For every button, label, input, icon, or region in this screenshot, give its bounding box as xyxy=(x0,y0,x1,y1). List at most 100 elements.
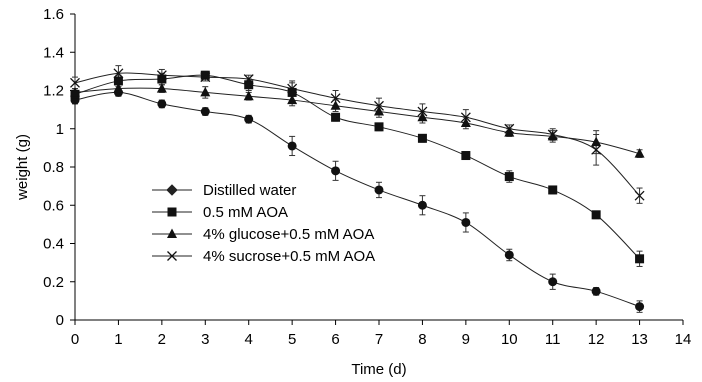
x-tick-label: 8 xyxy=(418,331,426,348)
data-point xyxy=(113,68,124,79)
markers xyxy=(70,68,645,312)
y-tick-label: 1.6 xyxy=(43,6,64,23)
data-point xyxy=(113,83,124,93)
data-point xyxy=(504,127,515,137)
x-tick-label: 10 xyxy=(501,331,518,348)
data-point xyxy=(461,217,471,227)
x-marker-stroke xyxy=(547,129,558,140)
axes xyxy=(74,14,683,321)
y-tick-label: 0.6 xyxy=(43,197,64,214)
data-point xyxy=(157,99,167,109)
x-tick-label: 9 xyxy=(462,331,470,348)
data-point xyxy=(374,100,384,111)
y-tick-label: 1.4 xyxy=(43,44,64,61)
y-tick-label: 1 xyxy=(56,121,64,138)
data-point xyxy=(504,250,514,260)
x-axis-title: Time (d) xyxy=(351,361,406,378)
data-point xyxy=(548,277,558,287)
data-point xyxy=(504,123,515,134)
legend-label: 0.5 mM AOA xyxy=(203,204,288,221)
x-marker-stroke xyxy=(287,83,298,94)
data-point xyxy=(70,77,80,88)
data-point xyxy=(156,70,167,81)
legend-item: 4% sucrose+0.5 mM AOA xyxy=(152,248,375,265)
legend-label: 4% glucose+0.5 mM AOA xyxy=(203,226,374,243)
x-tick-label: 5 xyxy=(288,331,296,348)
data-point xyxy=(287,83,298,94)
data-point xyxy=(70,86,80,97)
x-marker-stroke xyxy=(200,72,211,83)
y-tick-label: 1.2 xyxy=(43,83,64,100)
x-marker-stroke xyxy=(417,106,428,117)
data-point xyxy=(591,144,602,155)
data-point xyxy=(591,286,601,296)
data-point xyxy=(635,254,645,264)
legend-marker xyxy=(166,184,178,196)
data-point xyxy=(287,141,297,151)
data-point xyxy=(156,83,167,93)
data-point xyxy=(591,210,601,220)
data-point xyxy=(331,112,341,122)
x-tick-label: 1 xyxy=(114,331,122,348)
y-tick-label: 0.2 xyxy=(43,274,64,291)
x-tick-label: 7 xyxy=(375,331,383,348)
data-point xyxy=(461,151,471,161)
data-point xyxy=(200,86,211,97)
data-point xyxy=(374,122,384,132)
data-point xyxy=(330,100,341,110)
data-point xyxy=(548,185,558,195)
legend-marker xyxy=(167,228,177,238)
x-marker-stroke xyxy=(634,190,645,201)
data-point xyxy=(331,166,341,176)
y-tick-label: 0 xyxy=(56,312,64,329)
legend-item: 4% glucose+0.5 mM AOA xyxy=(152,226,374,243)
data-point xyxy=(287,94,298,105)
data-point xyxy=(243,74,254,84)
data-point xyxy=(157,74,167,84)
x-tick-label: 4 xyxy=(245,331,253,348)
data-point xyxy=(374,185,384,195)
legend-label: 4% sucrose+0.5 mM AOA xyxy=(203,248,375,265)
legend-marker xyxy=(167,207,177,217)
data-point xyxy=(113,76,123,86)
data-point xyxy=(460,112,471,123)
y-ticks: 0 0.2 0.4 0.6 0.8 1 1.2 1.4 1.6 xyxy=(43,6,75,329)
data-point xyxy=(330,93,341,104)
legend: Distilled water 0.5 mM AOA 4% glucose+0.5 … xyxy=(152,182,375,265)
data-point xyxy=(417,133,427,143)
x-marker-stroke xyxy=(591,144,602,155)
data-point xyxy=(243,90,254,101)
data-point xyxy=(200,70,210,80)
data-point xyxy=(374,106,384,116)
x-marker-stroke xyxy=(330,93,341,104)
x-tick-label: 3 xyxy=(201,331,209,348)
data-point xyxy=(634,148,645,158)
data-point xyxy=(417,200,427,210)
x-tick-label: 12 xyxy=(588,331,605,348)
x-marker-stroke xyxy=(460,112,471,123)
x-ticks: 0 1 2 3 4 5 6 7 8 9 10 11 12 13 14 xyxy=(71,320,692,348)
x-tick-label: 14 xyxy=(675,331,692,348)
x-marker-stroke xyxy=(167,251,177,261)
y-axis-title: weight (g) xyxy=(14,134,31,201)
x-marker-stroke xyxy=(70,77,80,88)
data-point xyxy=(244,80,254,90)
x-marker-stroke xyxy=(156,70,167,81)
x-marker-stroke xyxy=(504,123,515,134)
data-point xyxy=(200,72,211,83)
legend-item: Distilled water xyxy=(152,182,296,199)
legend-label: Distilled water xyxy=(203,182,296,199)
data-point xyxy=(547,130,558,141)
series-line-2 xyxy=(74,87,640,155)
data-point xyxy=(634,190,645,201)
data-point xyxy=(504,172,514,182)
x-tick-label: 0 xyxy=(71,331,79,348)
data-point xyxy=(200,107,210,117)
x-tick-label: 11 xyxy=(545,331,561,348)
data-point xyxy=(417,111,428,122)
data-point xyxy=(547,129,558,140)
x-tick-label: 2 xyxy=(158,331,166,348)
data-point xyxy=(287,87,297,97)
x-marker-stroke xyxy=(113,68,124,79)
